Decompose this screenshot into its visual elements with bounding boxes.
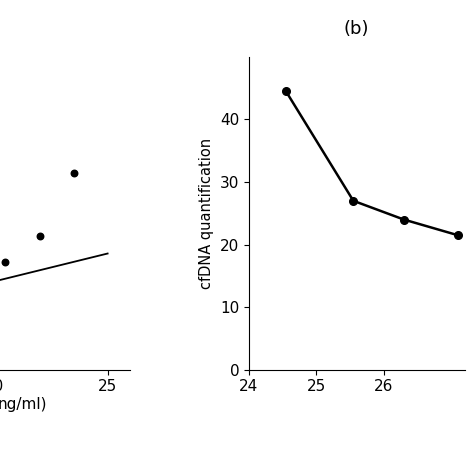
Point — [2, 259, 9, 266]
X-axis label: ng/ml): ng/ml) — [0, 397, 47, 412]
Y-axis label: cfDNA quantification: cfDNA quantification — [199, 138, 214, 289]
Text: (b): (b) — [344, 20, 369, 38]
Point — [36, 232, 43, 239]
Point — [70, 169, 77, 177]
